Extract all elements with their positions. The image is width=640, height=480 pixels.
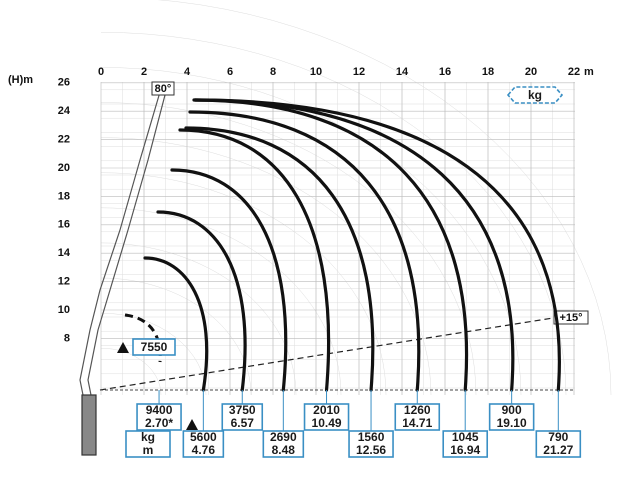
radius-arc (100, 347, 162, 396)
y-tick-label: 16 (58, 219, 70, 231)
load-reach: 19.10 (497, 416, 527, 430)
radius-arc (100, 242, 297, 396)
minor-grid (100, 0, 612, 396)
load-box (348, 430, 394, 458)
load-kg: 1045 (452, 430, 479, 444)
load-box (394, 403, 441, 431)
unit-box (506, 86, 564, 104)
legend-kg: kg (141, 430, 155, 444)
load-reach: 14.71 (402, 416, 432, 430)
unit-label: kg (528, 88, 542, 102)
load-box (136, 403, 182, 431)
x-tick-label: 10 (310, 66, 322, 78)
x-tick-label: 22 (568, 66, 580, 78)
load-curve (184, 126, 375, 392)
y-tick-label: 14 (58, 247, 71, 259)
x-tick-label: 20 (525, 66, 537, 78)
load-kg: 1560 (358, 430, 385, 444)
load-reach: 8.48 (272, 443, 296, 457)
angle-box (151, 81, 175, 96)
x-tick-label: 8 (270, 66, 276, 78)
load-box (182, 430, 225, 458)
y-axis-label: (H)m (8, 74, 33, 86)
load-curve (188, 110, 421, 392)
load-box (303, 403, 350, 431)
load-kg: 1260 (404, 403, 431, 417)
y-tick-label: 18 (58, 190, 70, 202)
y-tick-label: 8 (64, 332, 70, 344)
load-reach: 4.76 (192, 443, 216, 457)
load-curve (193, 98, 515, 392)
load-kg: 900 (502, 403, 522, 417)
max-angle: 80° (155, 83, 172, 95)
x-unit: m (584, 66, 594, 78)
y-tick-label: 12 (58, 276, 70, 288)
load-kg: 3750 (229, 403, 256, 417)
x-tick-label: 2 (141, 66, 147, 78)
legend-m: m (143, 443, 154, 457)
load-box (262, 430, 305, 458)
angle-box (553, 310, 589, 325)
radius-arc (100, 207, 342, 396)
triangle-icon (186, 419, 198, 430)
load-reach: 10.49 (312, 416, 342, 430)
load-reach: 21.27 (543, 443, 573, 457)
load-reach: 12.56 (356, 443, 386, 457)
min-angle: +15° (559, 312, 582, 324)
y-tick-label: 22 (58, 134, 70, 146)
radius-arc (158, 0, 612, 396)
load-curve (193, 98, 561, 392)
load-curve (178, 128, 331, 392)
radius-arc (100, 172, 387, 396)
load-curve (156, 210, 247, 392)
load-kg: 9400 (146, 403, 173, 417)
x-tick-label: 6 (227, 66, 233, 78)
legend-box (125, 430, 171, 458)
load-reach: 6.57 (231, 416, 255, 430)
radius-arc (100, 137, 432, 396)
crane-boom (79, 91, 166, 456)
radius-arc (100, 277, 252, 396)
load-curve (192, 98, 469, 392)
min-angle-line (99, 317, 554, 391)
load-box (535, 430, 582, 458)
load-curve (143, 256, 209, 392)
load-reach: 16.94 (450, 443, 480, 457)
load-reach: 2.70* (145, 416, 173, 430)
load-box (488, 403, 535, 431)
x-tick-label: 14 (396, 66, 409, 78)
y-tick-label: 24 (58, 105, 71, 117)
load-kg: 790 (548, 430, 568, 444)
load-kg: 5600 (190, 430, 217, 444)
grid (100, 82, 575, 395)
max-load: 7550 (141, 340, 168, 354)
max-load-box (132, 338, 176, 356)
triangle-icon (117, 342, 129, 353)
y-tick-label: 20 (58, 162, 70, 174)
load-curve (170, 168, 288, 392)
x-tick-label: 0 (98, 66, 104, 78)
x-tick-label: 4 (184, 66, 191, 78)
y-tick-label: 10 (58, 304, 70, 316)
y-tick-label: 26 (58, 77, 70, 89)
load-box (221, 403, 264, 431)
x-tick-label: 18 (482, 66, 494, 78)
load-box (442, 430, 489, 458)
load-kg: 2010 (313, 403, 340, 417)
x-tick-label: 12 (353, 66, 365, 78)
x-tick-label: 16 (439, 66, 451, 78)
load-kg: 2690 (270, 430, 297, 444)
